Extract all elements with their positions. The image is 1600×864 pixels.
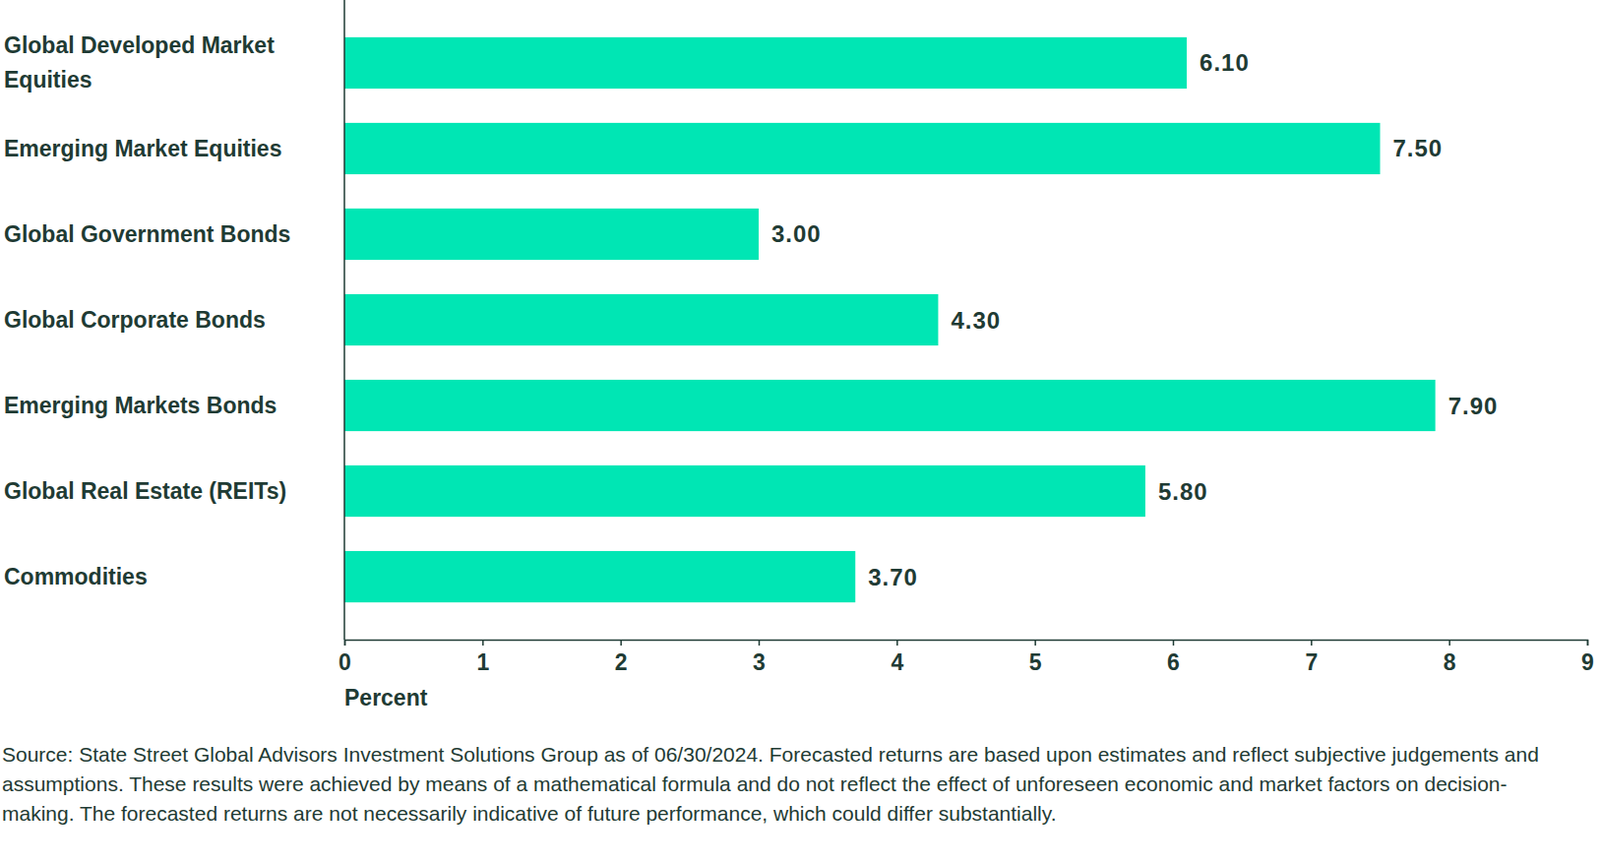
x-tick-mark — [1034, 639, 1037, 646]
bar — [344, 123, 1381, 175]
bars — [344, 37, 1436, 603]
x-tick: 1 — [476, 639, 490, 676]
x-tick: 4 — [890, 639, 904, 676]
x-tick-label: 0 — [338, 649, 352, 676]
x-tick-label: 2 — [615, 649, 628, 676]
x-tick-label: 5 — [1029, 649, 1043, 676]
x-tick-mark — [344, 639, 347, 646]
x-tick: 7 — [1304, 639, 1318, 676]
x-tick-label: 1 — [476, 649, 490, 676]
x-tick: 6 — [1167, 639, 1180, 676]
data-label: 3.70 — [867, 563, 919, 591]
x-tick-mark — [896, 639, 899, 646]
x-tick-label: 9 — [1581, 649, 1595, 676]
x-tick-mark — [758, 639, 761, 646]
data-label: 7.50 — [1393, 134, 1444, 162]
category-label: Global Corporate Bonds — [3, 307, 266, 333]
x-tick-mark — [1587, 639, 1590, 646]
data-labels: 6.10 7.50 3.00 4.30 7.90 5.80 3.70 — [771, 49, 1498, 590]
x-tick-label: 7 — [1304, 649, 1318, 676]
x-tick-label: 4 — [890, 649, 904, 676]
data-label: 3.00 — [771, 220, 822, 247]
chart: 0 1 2 3 4 5 6 7 8 9 Percent Global Developed Market… — [0, 0, 1600, 739]
category-label: Global Government Bonds — [3, 221, 291, 247]
y-axis-line — [343, 0, 346, 640]
source-note: Source: State Street Global Advisors Inv… — [1, 739, 1562, 829]
x-tick: 3 — [752, 639, 766, 676]
bar — [344, 208, 759, 260]
category-label: Emerging Market Equities — [3, 135, 282, 162]
bar — [344, 37, 1187, 89]
x-axis: 0 1 2 3 4 5 6 7 8 9 — [338, 639, 1595, 676]
bar — [344, 551, 856, 603]
x-tick-mark — [482, 639, 485, 646]
x-tick-label: 3 — [752, 649, 766, 676]
data-label: 5.80 — [1158, 478, 1209, 505]
x-tick-mark — [1448, 639, 1451, 646]
category-label: Global Real Estate (REITs) — [3, 478, 287, 504]
bar — [344, 294, 938, 346]
x-tick: 8 — [1443, 639, 1457, 676]
x-tick-mark — [1310, 639, 1313, 646]
x-axis-title: Percent — [344, 684, 429, 711]
data-label: 4.30 — [950, 307, 1001, 334]
bar — [344, 379, 1436, 431]
x-tick: 5 — [1029, 639, 1043, 676]
category-label: Commodities — [3, 563, 148, 590]
x-tick-mark — [619, 639, 622, 646]
x-tick: 9 — [1581, 639, 1595, 676]
x-tick: 2 — [615, 639, 628, 676]
x-tick-mark — [1172, 639, 1175, 646]
category-label: Global Developed MarketEquities — [3, 32, 275, 93]
x-tick-label: 8 — [1443, 649, 1457, 676]
x-tick-label: 6 — [1167, 649, 1180, 676]
data-label: 6.10 — [1199, 49, 1250, 76]
data-label: 7.90 — [1448, 392, 1499, 420]
x-axis-line — [345, 640, 1589, 647]
category-label: Emerging Markets Bonds — [3, 392, 277, 419]
bar — [344, 465, 1146, 517]
x-tick: 0 — [338, 639, 352, 676]
